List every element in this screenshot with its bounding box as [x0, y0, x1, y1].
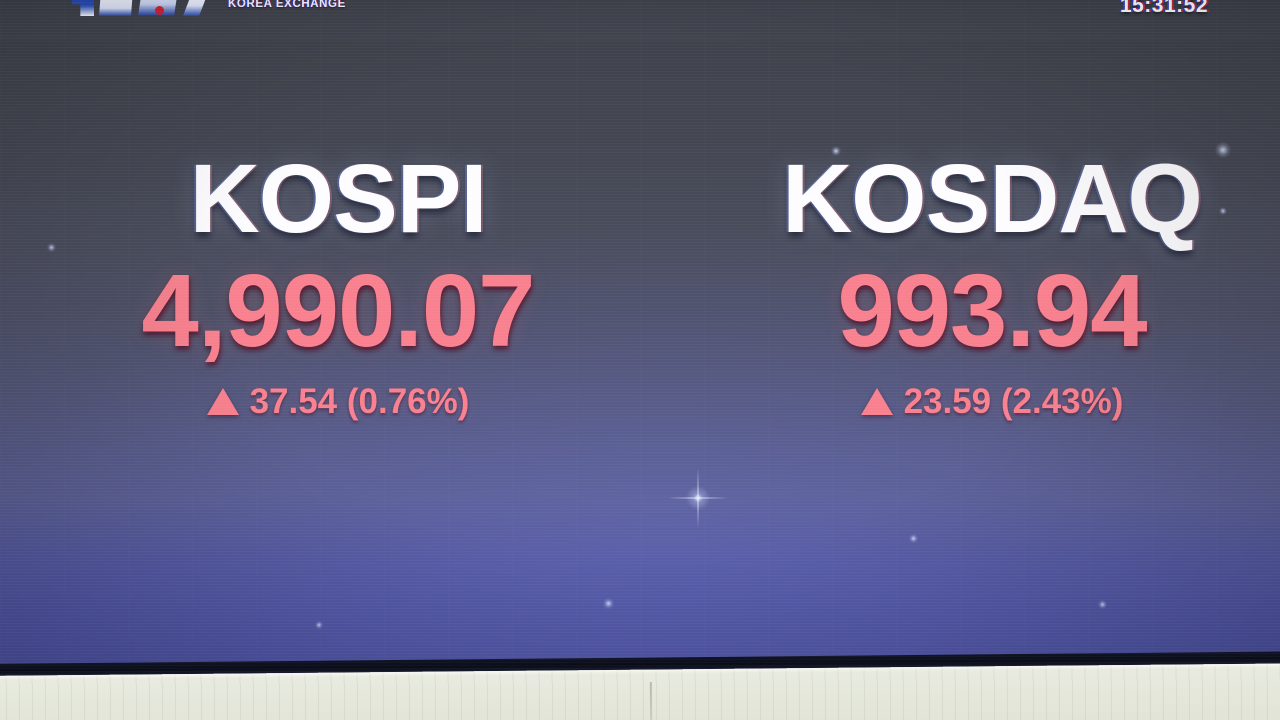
krx-logo-glyph-2	[99, 0, 133, 16]
krx-logo-glyph-3	[138, 0, 178, 16]
krx-wordmark: KOREA EXCHANGE	[228, 0, 346, 10]
index-block-kosdaq: KOSDAQ 993.94 23.59 (2.43%)	[658, 150, 1280, 419]
krx-logo-icon	[72, 0, 209, 16]
lens-flare-sparkle	[668, 468, 728, 528]
index-name-kosdaq: KOSDAQ	[782, 144, 1203, 253]
index-change-kospi: 37.54 (0.76%)	[18, 384, 658, 419]
index-change-kosdaq: 23.59 (2.43%)	[672, 384, 1280, 419]
board-clock: 15:31:52	[1119, 0, 1208, 17]
index-change-text-kosdaq: 23.59 (2.43%)	[903, 382, 1124, 421]
led-display-board: KOREA EXCHANGE 15:31:52 KOSPI 4,990.07 3…	[0, 0, 1280, 672]
krx-logo-glyph-1	[72, 0, 94, 16]
sparkle-dot	[909, 534, 918, 543]
triangle-up-icon-kospi	[206, 388, 239, 415]
krx-logo-glyph-4	[183, 0, 209, 16]
index-block-kospi: KOSPI 4,990.07 37.54 (0.76%)	[0, 150, 658, 419]
index-value-kospi: 4,990.07	[141, 253, 536, 368]
index-value-kosdaq: 993.94	[837, 253, 1147, 368]
index-row: KOSPI 4,990.07 37.54 (0.76%) KOSDAQ 993.…	[0, 150, 1280, 419]
sparkle-dot	[1098, 600, 1107, 609]
sparkle-dot	[603, 598, 614, 609]
board-header: KOREA EXCHANGE 15:31:52	[0, 0, 1280, 17]
triangle-up-icon-kosdaq	[860, 388, 893, 415]
index-change-text-kospi: 37.54 (0.76%)	[249, 382, 470, 421]
index-name-kospi: KOSPI	[189, 144, 488, 253]
sparkle-dot	[315, 621, 323, 629]
